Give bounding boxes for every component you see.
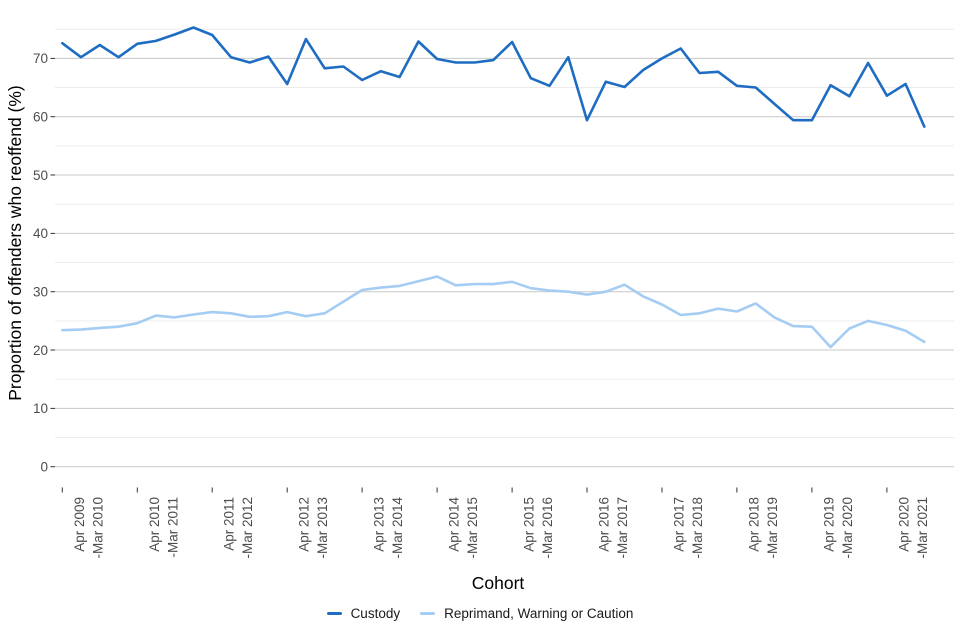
y-tick-label: 30	[33, 285, 48, 300]
x-tick-label: Apr 2017 -Mar 2018	[672, 497, 706, 559]
legend-item-custody: Custody	[326, 606, 401, 621]
y-tick-label: 70	[33, 51, 48, 66]
y-axis-title: Proportion of offenders who reoffend (%)	[5, 85, 25, 401]
minor-gridlines	[55, 28, 954, 438]
legend-item-reprimand-warning-caution: Reprimand, Warning or Caution	[420, 606, 633, 621]
y-tick-label: 50	[33, 168, 48, 183]
x-tick-label: Apr 2011 -Mar 2012	[222, 497, 256, 559]
x-tick-label: Apr 2009 -Mar 2010	[72, 497, 106, 559]
plot-canvas: 0 10 20 30 40 50 60 70 Apr 2009 -Mar 2010 Apr 2010…	[5, 26, 954, 593]
x-tick-label: Apr 2010 -Mar 2011	[147, 497, 181, 558]
legend: Custody Reprimand, Warning or Caution	[0, 606, 960, 621]
x-tick-label: Apr 2015 -Mar 2016	[522, 497, 556, 559]
x-tick-label: Apr 2020 -Mar 2021	[896, 497, 930, 559]
x-tick-label: Apr 2016 -Mar 2017	[597, 497, 631, 559]
x-tick-label: Apr 2018 -Mar 2019	[746, 497, 780, 559]
x-axis-title: Cohort	[472, 573, 525, 593]
custody-line-swatch-icon	[326, 612, 342, 615]
x-tick-label: Apr 2012 -Mar 2013	[297, 497, 331, 559]
x-tick-label: Apr 2014 -Mar 2015	[447, 497, 481, 559]
axis-tick-labels: 0 10 20 30 40 50 60 70 Apr 2009 -Mar 2010 Apr 2010…	[33, 51, 930, 558]
reprimand-line-swatch-icon	[420, 612, 436, 615]
y-tick-label: 40	[33, 226, 48, 241]
y-tick-label: 60	[33, 110, 48, 125]
legend-label-reprimand-warning-caution: Reprimand, Warning or Caution	[444, 606, 634, 621]
legend-label-custody: Custody	[350, 606, 401, 621]
y-tick-label: 10	[33, 401, 48, 416]
y-tick-label: 0	[40, 460, 48, 475]
custody-line	[60, 26, 926, 128]
x-tick-label: Apr 2019 -Mar 2020	[821, 497, 855, 559]
y-tick-label: 20	[33, 343, 48, 358]
major-gridlines	[55, 57, 954, 468]
x-tick-label: Apr 2013 -Mar 2014	[372, 497, 406, 559]
data-series-lines	[60, 26, 926, 349]
reprimand-warning-caution-line	[60, 275, 926, 349]
axis-tick-marks	[50, 57, 888, 493]
